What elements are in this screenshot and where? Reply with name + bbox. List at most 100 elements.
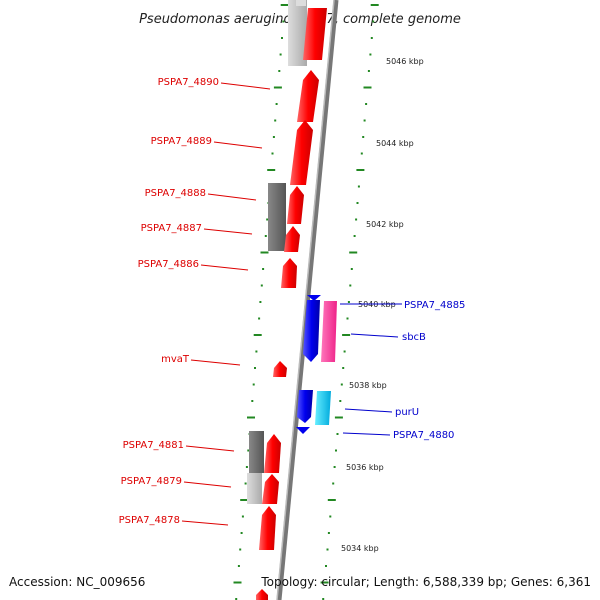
left-tick-mark [282,20,285,23]
right-tick-mark [367,70,370,72]
right-tick-mark [340,383,343,386]
label-pspa7-4888[interactable]: PSPA7_4888 [145,188,206,199]
label-pspa7-4886[interactable]: PSPA7_4886 [138,259,199,270]
left-tick-mark [264,235,267,237]
left-tick-mark [240,499,249,501]
gene-puru[interactable] [297,390,313,423]
gene-pspa7-4879[interactable] [262,474,279,504]
leader-pspa7-4887 [203,228,253,235]
left-tick-mark [245,466,248,468]
gene-light-gray-top[interactable] [288,0,307,66]
right-tick-mark [356,202,359,204]
left-tick-mark [235,598,238,600]
left-tick-mark [280,4,289,6]
gene-pspa7-4879-light[interactable] [247,473,262,504]
leader-sbcb [350,333,399,338]
genome-backbone-highlight [276,0,335,600]
left-tick-mark [253,334,262,336]
gene-cyan[interactable] [315,391,331,425]
gene-pspa7-4885-body[interactable] [303,300,320,362]
left-tick-mark [255,350,258,353]
scale-label-5044: 5044 kbp [376,139,414,148]
right-tick-mark [355,218,358,221]
label-sbcb[interactable]: sbcB [402,332,426,343]
right-tick-mark [336,433,339,435]
right-tick-mark [342,367,345,369]
gene-pspa7-4887-pseudo[interactable] [268,183,286,251]
right-tick-mark [346,317,349,320]
leader-puru [344,408,393,413]
right-tick-mark [356,169,365,171]
gene-pspa7-4886[interactable] [281,258,297,288]
gene-pspa7-4889[interactable] [290,120,313,185]
accession-text: Accession: NC_009656 [9,575,145,589]
gene-sbcb[interactable] [321,301,337,362]
right-tick-mark [327,532,330,534]
gene-pspa7-4885[interactable] [307,295,321,301]
scale-label-5034: 5034 kbp [341,544,379,553]
right-tick-mark [357,185,360,188]
right-tick-mark [335,449,337,452]
label-puru[interactable]: purU [395,407,419,418]
label-pspa7-4889[interactable]: PSPA7_4889 [151,136,212,147]
right-tick-mark [363,86,372,89]
gene-top-cap [296,0,306,6]
right-tick-mark [329,515,332,518]
gene-pspa7-4888[interactable] [287,186,304,224]
left-tick-mark [239,548,242,551]
label-pspa7-4890[interactable]: PSPA7_4890 [158,77,219,88]
left-tick-mark [271,152,274,155]
right-tick-mark [322,598,325,600]
gene-pspa7-4878[interactable] [259,506,276,550]
left-tick-mark [272,136,275,138]
left-gene-labels: PSPA7_4890 PSPA7_4889 PSPA7_4888 PSPA7_4… [119,77,271,526]
label-pspa7-4879[interactable]: PSPA7_4879 [121,476,182,487]
gene-pspa7-4880[interactable] [296,427,310,434]
right-tick-mark [349,284,352,287]
scale-label-5046: 5046 kbp [386,57,424,66]
right-tick-mark [320,581,329,584]
leader-pspa7-4881 [185,445,235,452]
right-tick-mark [342,334,351,336]
right-tick-track [320,4,379,600]
right-tick-mark [372,20,375,23]
gene-pspa7-4890[interactable] [297,70,319,122]
left-tick-mark [278,70,281,72]
left-tick-mark [240,532,243,534]
right-tick-mark [327,499,336,501]
leader-pspa7-4888 [207,193,257,201]
label-pspa7-4885[interactable]: PSPA7_4885 [404,300,465,311]
left-tick-mark [259,301,262,303]
left-tick-mark [233,581,242,584]
leader-pspa7-4878 [181,520,229,526]
right-tick-mark [325,565,327,567]
gene-pspa7-4881-pseudo[interactable] [249,431,264,473]
label-pspa7-4880[interactable]: PSPA7_4880 [393,430,454,441]
right-tick-mark [363,119,366,122]
gene-red-top[interactable] [303,8,327,60]
left-tick-mark [262,268,265,270]
left-tick-mark [260,251,269,254]
right-tick-mark [349,251,358,254]
label-pspa7-4878[interactable]: PSPA7_4878 [119,515,180,526]
right-tick-mark [362,136,365,138]
left-tick-mark [244,482,247,485]
gene-mvat[interactable] [273,361,287,377]
scale-label-5042: 5042 kbp [366,220,404,229]
label-pspa7-4881[interactable]: PSPA7_4881 [123,440,184,451]
right-tick-mark [350,268,353,270]
left-tick-mark [254,367,256,369]
label-mvat[interactable]: mvaT [161,354,190,365]
right-tick-mark [360,152,363,155]
leader-pspa7-4879 [183,481,232,488]
gene-pspa7-4887[interactable] [284,226,300,252]
gene-red-bottom[interactable] [256,589,268,600]
left-tick-mark [281,37,283,39]
gene-pspa7-4881[interactable] [264,434,281,473]
left-tick-track [233,4,289,600]
label-pspa7-4887[interactable]: PSPA7_4887 [141,223,202,234]
left-tick-mark [274,119,277,122]
gene-glyphs-reverse [296,295,337,434]
